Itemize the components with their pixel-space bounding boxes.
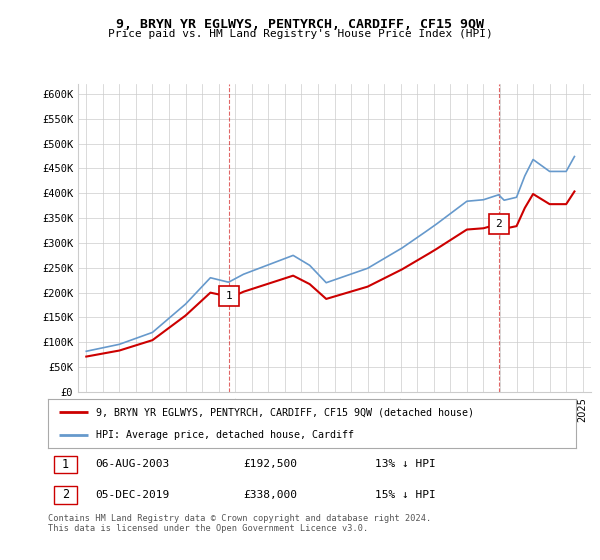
Text: 13% ↓ HPI: 13% ↓ HPI <box>376 459 436 469</box>
Text: £338,000: £338,000 <box>244 490 298 500</box>
FancyBboxPatch shape <box>55 455 77 473</box>
Text: Price paid vs. HM Land Registry's House Price Index (HPI): Price paid vs. HM Land Registry's House … <box>107 29 493 39</box>
Text: 06-AUG-2003: 06-AUG-2003 <box>95 459 170 469</box>
Text: 9, BRYN YR EGLWYS, PENTYRCH, CARDIFF, CF15 9QW: 9, BRYN YR EGLWYS, PENTYRCH, CARDIFF, CF… <box>116 18 484 31</box>
Text: £192,500: £192,500 <box>244 459 298 469</box>
Text: HPI: Average price, detached house, Cardiff: HPI: Average price, detached house, Card… <box>95 430 353 440</box>
Text: 1: 1 <box>225 291 232 301</box>
Text: 2: 2 <box>495 219 502 229</box>
FancyBboxPatch shape <box>55 486 77 504</box>
Text: 1: 1 <box>62 458 69 471</box>
Text: 15% ↓ HPI: 15% ↓ HPI <box>376 490 436 500</box>
Text: Contains HM Land Registry data © Crown copyright and database right 2024.
This d: Contains HM Land Registry data © Crown c… <box>48 514 431 534</box>
Text: 2: 2 <box>62 488 69 501</box>
Text: 05-DEC-2019: 05-DEC-2019 <box>95 490 170 500</box>
Text: 9, BRYN YR EGLWYS, PENTYRCH, CARDIFF, CF15 9QW (detached house): 9, BRYN YR EGLWYS, PENTYRCH, CARDIFF, CF… <box>95 407 473 417</box>
